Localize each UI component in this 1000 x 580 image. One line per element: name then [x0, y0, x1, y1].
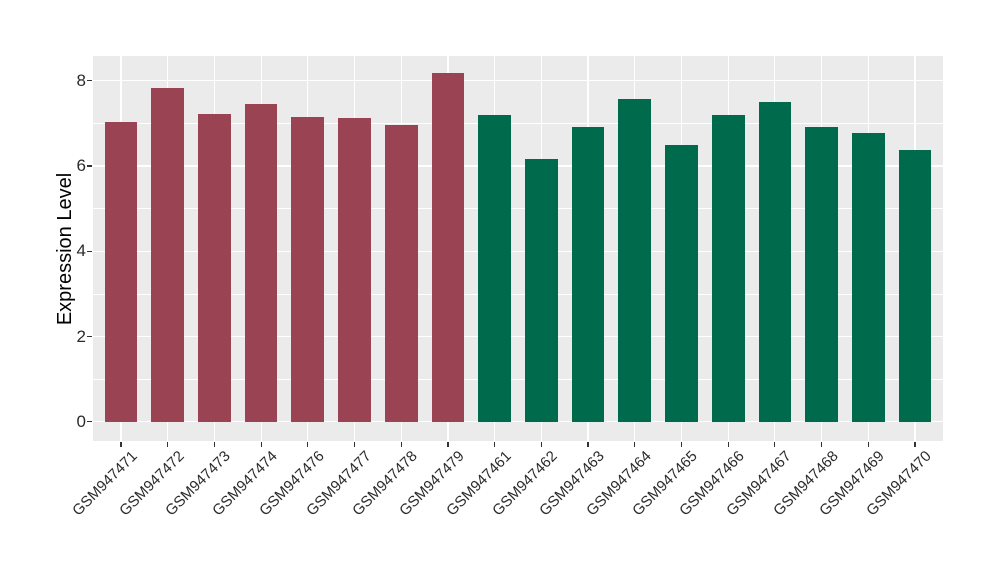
x-tick-mark [914, 442, 916, 447]
x-tick-mark [680, 442, 683, 447]
major-gridline [93, 165, 943, 167]
bar-GSM947468 [805, 126, 838, 422]
x-tick-mark [120, 442, 122, 447]
plot-panel [93, 56, 943, 441]
x-tick-mark [820, 442, 823, 447]
minor-gridline [93, 123, 943, 124]
bar-GSM947473 [198, 113, 231, 422]
major-gridline [93, 335, 943, 338]
x-tick-mark [867, 442, 869, 447]
bar-GSM947477 [338, 118, 371, 422]
y-tick-mark [87, 250, 92, 252]
bar-GSM947478 [384, 124, 418, 422]
y-tick-label: 6 [76, 156, 86, 175]
bar-GSM947472 [151, 88, 185, 422]
x-tick-mark [447, 442, 449, 447]
y-tick-label: 2 [76, 326, 86, 346]
minor-gridline [93, 208, 943, 209]
x-tick-mark [260, 442, 262, 447]
bar-GSM947479 [431, 73, 465, 422]
x-tick-mark [400, 442, 402, 447]
bar-GSM947463 [571, 126, 605, 422]
x-tick-mark [167, 442, 169, 447]
y-tick-label: 4 [76, 241, 86, 261]
bar-GSM947474 [244, 104, 278, 422]
y-tick-mark [87, 80, 92, 82]
x-tick-mark [213, 442, 216, 447]
y-tick-label: 0 [76, 411, 86, 431]
y-tick-mark [87, 335, 92, 338]
bar-GSM947462 [525, 159, 558, 422]
major-gridline [93, 421, 943, 423]
bar-GSM947471 [104, 122, 138, 422]
x-tick-mark [307, 442, 309, 447]
x-tick-mark [494, 442, 496, 447]
bar-GSM947466 [711, 114, 745, 422]
bar-GSM947465 [665, 144, 698, 422]
major-gridline [93, 250, 943, 252]
bar-GSM947469 [851, 132, 885, 422]
x-tick-mark [634, 442, 636, 447]
minor-gridline [93, 293, 943, 295]
x-tick-mark [727, 442, 729, 447]
y-tick-mark [87, 421, 92, 423]
y-tick-mark [87, 165, 92, 167]
x-tick-mark [774, 442, 776, 447]
minor-gridline [93, 378, 943, 380]
bar-GSM947461 [478, 115, 511, 422]
bar-GSM947470 [898, 150, 932, 422]
bar-GSM947464 [618, 99, 652, 422]
bar-GSM947476 [291, 116, 325, 422]
major-gridline [93, 80, 943, 82]
bar-GSM947467 [758, 102, 792, 422]
x-tick-mark [353, 442, 356, 447]
y-tick-label: 8 [76, 70, 86, 90]
x-tick-mark [540, 442, 542, 447]
x-tick-mark [587, 442, 589, 447]
